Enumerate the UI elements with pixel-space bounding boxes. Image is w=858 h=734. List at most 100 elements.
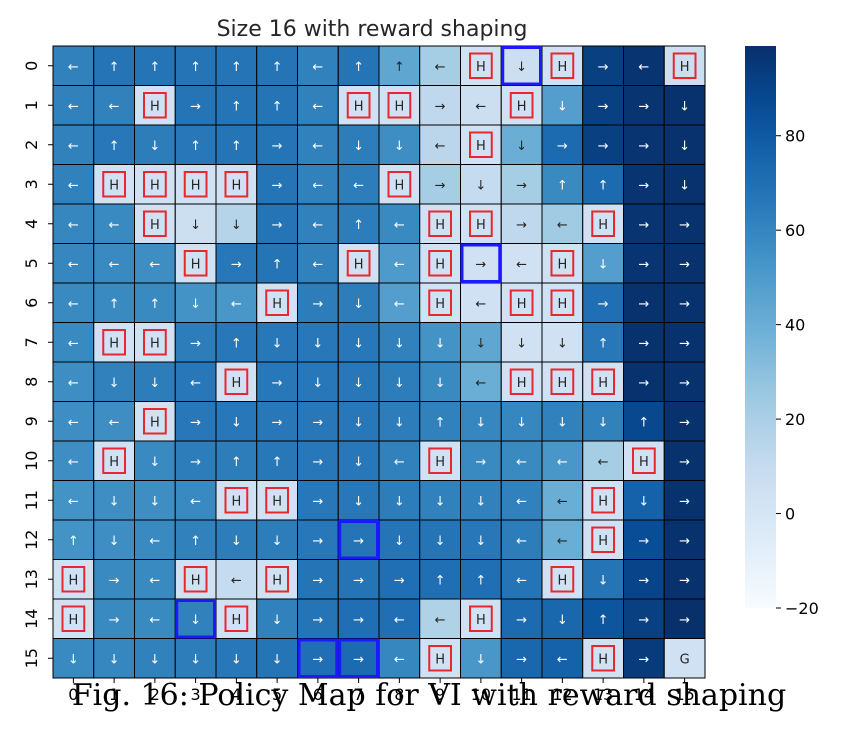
policy-arrow: ← xyxy=(68,494,79,509)
y-tick-label: 6 xyxy=(22,298,41,308)
heatmap-cell xyxy=(582,164,624,205)
policy-arrow: ↓ xyxy=(394,415,405,430)
heatmap-cell xyxy=(623,519,665,560)
policy-arrow: ← xyxy=(516,534,527,549)
heatmap-cell xyxy=(419,124,461,165)
policy-arrow: ↓ xyxy=(394,376,405,391)
hole-marker xyxy=(509,368,534,395)
policy-arrow: ↓ xyxy=(598,573,609,588)
heatmap-cell xyxy=(663,480,706,521)
policy-arrow: ← xyxy=(394,297,405,312)
policy-arrow: ↑ xyxy=(598,178,609,193)
hole-label: H xyxy=(150,415,160,430)
hole-marker xyxy=(591,645,615,672)
policy-arrow: ← xyxy=(435,60,446,75)
policy-arrow: ← xyxy=(68,218,79,233)
heatmap-cell xyxy=(215,519,258,560)
policy-arrow: ↑ xyxy=(272,60,283,75)
hole-marker xyxy=(632,447,656,474)
policy-arrow: → xyxy=(516,652,527,667)
heatmap-cell xyxy=(93,124,135,165)
heatmap-cell xyxy=(93,45,135,86)
heatmap-cell xyxy=(582,440,624,481)
policy-arrow: → xyxy=(598,139,609,154)
heatmap-cell xyxy=(256,638,298,679)
heatmap-cell xyxy=(541,85,584,126)
policy-arrow: → xyxy=(272,178,283,193)
policy-arrow: → xyxy=(312,534,323,549)
x-tick-label: 12 xyxy=(552,685,572,704)
policy-arrow: ↓ xyxy=(312,376,323,391)
hole-marker xyxy=(550,368,575,395)
heatmap-cell xyxy=(419,559,461,600)
hole-marker xyxy=(102,329,126,356)
hole-label: H xyxy=(435,652,445,667)
heatmap-cell xyxy=(93,598,135,639)
policy-arrow: ← xyxy=(149,257,160,272)
hole-label: H xyxy=(435,297,445,312)
policy-arrow: ← xyxy=(312,99,323,114)
hole-label: H xyxy=(354,257,364,272)
x-tick-label: 7 xyxy=(354,685,364,704)
colorbar-tick-label: 0 xyxy=(785,505,795,524)
hole-label: H xyxy=(231,494,241,509)
policy-arrow: ← xyxy=(312,60,323,75)
policy-arrow: → xyxy=(679,257,690,272)
hole-label: H xyxy=(191,178,201,193)
policy-arrow: ← xyxy=(353,178,364,193)
hole-label: H xyxy=(598,652,608,667)
policy-arrow: → xyxy=(638,534,649,549)
heatmap-cell xyxy=(93,638,135,679)
x-tick-label: 8 xyxy=(394,685,404,704)
hole-marker xyxy=(143,408,167,435)
heatmap-cell xyxy=(460,361,502,402)
policy-arrow: ← xyxy=(109,99,120,114)
hole-marker xyxy=(61,566,86,593)
highlighted-cell-frame xyxy=(501,46,542,86)
hole-marker xyxy=(102,171,126,198)
y-tick-label: 2 xyxy=(22,140,41,150)
x-tick-label: 5 xyxy=(272,685,282,704)
policy-arrow: ↑ xyxy=(272,455,283,470)
policy-arrow: ← xyxy=(68,60,79,75)
hole-label: H xyxy=(517,376,527,391)
policy-arrow: ← xyxy=(557,652,568,667)
heatmap-cell xyxy=(297,322,339,363)
y-tick-label: 3 xyxy=(22,179,41,189)
hole-label: H xyxy=(150,336,160,351)
heatmap-cell xyxy=(663,519,706,560)
policy-arrow: ← xyxy=(435,139,446,154)
x-tick-label: 15 xyxy=(674,685,694,704)
policy-arrow: ↓ xyxy=(557,613,568,628)
heatmap-cell xyxy=(337,124,380,165)
heatmap-cell xyxy=(500,519,543,560)
policy-arrow: → xyxy=(638,573,649,588)
policy-arrow: ↓ xyxy=(190,613,201,628)
policy-arrow: ↓ xyxy=(190,297,201,312)
policy-arrow: → xyxy=(312,494,323,509)
hole-marker xyxy=(428,289,452,316)
policy-arrow: ↓ xyxy=(557,336,568,351)
policy-arrow: → xyxy=(312,573,323,588)
hole-label: H xyxy=(231,376,241,391)
policy-arrow: ↑ xyxy=(435,415,446,430)
policy-arrow: → xyxy=(679,218,690,233)
policy-arrow: → xyxy=(272,218,283,233)
policy-arrow: → xyxy=(638,613,649,628)
hole-label: H xyxy=(272,573,282,588)
y-tick-label: 10 xyxy=(22,451,41,471)
hole-marker xyxy=(469,131,493,158)
heatmap-cell xyxy=(623,361,665,402)
heatmap-cell xyxy=(623,164,665,205)
hole-label: H xyxy=(476,613,486,628)
policy-arrow: ← xyxy=(598,455,609,470)
heatmap-cell xyxy=(52,638,95,679)
policy-arrow: → xyxy=(638,257,649,272)
policy-arrow: ↑ xyxy=(68,534,79,549)
heatmap-cell xyxy=(337,361,380,402)
heatmap-cell xyxy=(52,282,95,323)
hole-label: H xyxy=(394,99,404,114)
policy-arrow: ↑ xyxy=(231,99,242,114)
policy-arrow: ↓ xyxy=(475,178,486,193)
